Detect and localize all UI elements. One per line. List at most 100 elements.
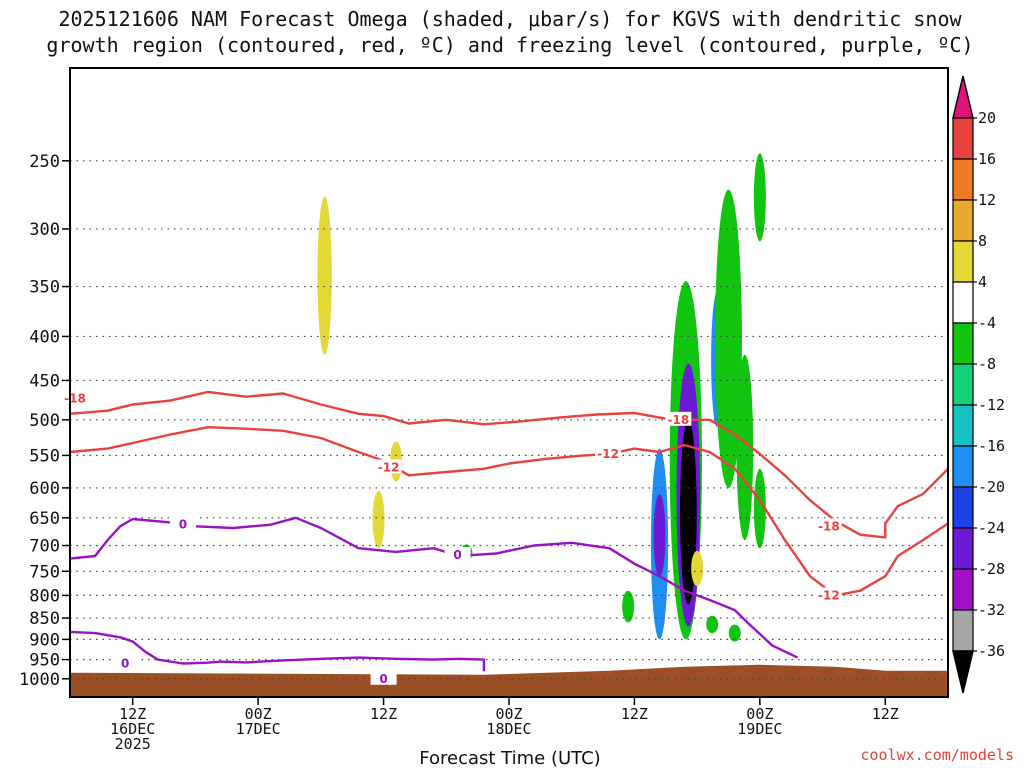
omega-shade-12 — [691, 550, 704, 586]
colorbar-label-9: -20 — [978, 478, 1005, 496]
omega-shade-15 — [753, 153, 766, 242]
contour-label-bg-0-3 — [112, 655, 139, 670]
contour-label--12-1: -12 — [597, 447, 619, 461]
contour-label-0-2: 0 — [379, 672, 387, 686]
plot-area: -18 -18 -18 -12 -12 -12 0 0 0 0 — [62, 67, 949, 698]
contour-label-bg-0-2 — [370, 670, 397, 685]
contour-label-0-0: 0 — [179, 518, 187, 532]
credit-text: coolwx.com/models — [860, 746, 1014, 764]
colorbar-label-12: -32 — [978, 601, 1005, 619]
colorbar-bottom-arrow — [952, 650, 974, 694]
x-tick-label-5-0: 00Z — [746, 705, 773, 723]
colorbar-cell-12_16 — [952, 158, 974, 201]
x-tick-label-3-0: 00Z — [495, 705, 522, 723]
x-tick-label-5-1: 19DEC — [737, 720, 782, 738]
colorbar-cell-m16_m12 — [952, 404, 974, 447]
y-tick-label-13: 900 — [29, 630, 60, 650]
colorbar-top-arrow — [952, 75, 974, 119]
contour-label-bg--18-0 — [62, 390, 89, 405]
y-tick-label-14: 950 — [29, 651, 60, 671]
x-axis-label: Forecast Time (UTC) — [419, 748, 600, 768]
colorbar-label-5: -4 — [978, 314, 996, 332]
colorbar-label-10: -24 — [978, 519, 1005, 537]
colorbar-cell-m8_m4 — [952, 322, 974, 365]
y-tick-label-8: 650 — [29, 509, 60, 529]
y-tick-label-9: 700 — [29, 537, 60, 557]
plot-background — [70, 68, 948, 697]
x-tick-label-4-0: 12Z — [621, 705, 648, 723]
omega-shade-0 — [317, 196, 332, 355]
contour-label--18-0: -18 — [64, 391, 86, 405]
omega-shade-13 — [706, 615, 719, 634]
contour-line-0b — [69, 630, 486, 672]
y-tick-label-10: 750 — [29, 562, 60, 582]
colorbar-cell-m4_4 — [952, 281, 974, 324]
colorbar-cell-m36_m32 — [952, 609, 974, 652]
omega-shade-2 — [372, 491, 385, 549]
contour-line-0 — [69, 516, 799, 659]
x-tick-label-0-0: 12Z — [119, 705, 146, 723]
colorbar-label-8: -16 — [978, 437, 1005, 455]
colorbar-label-2: 12 — [978, 191, 996, 209]
terrain-band — [70, 664, 948, 697]
colorbar-label-3: 8 — [978, 232, 987, 250]
y-axis-ticks: 2503003504004505005506006507007508008509… — [19, 152, 70, 690]
y-tick-label-5: 500 — [29, 411, 60, 431]
colorbar-label-1: 16 — [978, 150, 996, 168]
contour-line--18 — [69, 390, 949, 539]
y-tick-label-3: 400 — [29, 327, 60, 347]
colorbar-label-0: 20 — [978, 109, 996, 127]
contour-label--18-2: -18 — [818, 519, 840, 533]
contour-label--12-0: -12 — [378, 460, 400, 474]
y-tick-label-6: 550 — [29, 446, 60, 466]
y-tick-label-2: 350 — [29, 278, 60, 298]
y-tick-label-15: 1000 — [19, 670, 60, 690]
contour-label-bg-0-1 — [444, 546, 471, 561]
colorbar-cell-m32_m28 — [952, 568, 974, 611]
colorbar-cell-m24_m20 — [952, 486, 974, 529]
contour-label-bg--18-1 — [665, 411, 692, 426]
contour-label-bg-0-0 — [169, 516, 196, 531]
x-tick-label-0-2: 2025 — [115, 735, 151, 753]
colorbar-label-13: -36 — [978, 642, 1005, 660]
contour-label-0-1: 0 — [453, 548, 461, 562]
x-tick-label-1-0: 00Z — [245, 705, 272, 723]
contour-label-bg--18-2 — [815, 518, 842, 533]
omega-shade-14 — [728, 624, 741, 642]
contour-label--18-1: -18 — [667, 413, 689, 427]
colorbar-label-6: -8 — [978, 355, 996, 373]
omega-shade-4 — [622, 590, 635, 623]
x-tick-label-6-0: 12Z — [872, 705, 899, 723]
omega-shade-16 — [736, 354, 754, 541]
y-tick-label-7: 600 — [29, 479, 60, 499]
contour-label--12-2: -12 — [818, 588, 840, 602]
colorbar-label-4: 4 — [978, 273, 987, 291]
colorbar-label-11: -28 — [978, 560, 1005, 578]
x-tick-label-0-1: 16DEC — [110, 720, 155, 738]
chart-title-line-2: growth region (contoured, red, ºC) and f… — [46, 33, 973, 57]
omega-shade-11 — [715, 189, 742, 488]
colorbar-cell-4_8 — [952, 240, 974, 283]
omega-shade-9 — [653, 494, 666, 577]
colorbar: 20 16 12 8 4 -4 -8 -12 -16 -20 -24 -28 -32 -36 — [952, 75, 1005, 694]
colorbar-cell-8_12 — [952, 199, 974, 242]
colorbar-cell-m12_m8 — [952, 363, 974, 406]
contour-label-bg--12-1 — [595, 446, 622, 461]
contour-label-bg--12-2 — [815, 587, 842, 602]
x-tick-label-1-1: 17DEC — [236, 720, 281, 738]
x-tick-label-2-0: 12Z — [370, 705, 397, 723]
colorbar-cell-m28_m24 — [952, 527, 974, 570]
y-tick-label-1: 300 — [29, 220, 60, 240]
colorbar-cell-m20_m16 — [952, 445, 974, 488]
y-tick-label-4: 450 — [29, 371, 60, 391]
chart-title-line-1: 2025121606 NAM Forecast Omega (shaded, μ… — [58, 7, 962, 31]
y-tick-label-11: 800 — [29, 586, 60, 606]
y-tick-label-0: 250 — [29, 152, 60, 172]
colorbar-label-7: -12 — [978, 396, 1005, 414]
omega-shade-17 — [753, 468, 766, 549]
contour-label-bg--12-0 — [375, 459, 402, 474]
colorbar-cell-16_20 — [952, 117, 974, 160]
y-tick-label-12: 850 — [29, 609, 60, 629]
